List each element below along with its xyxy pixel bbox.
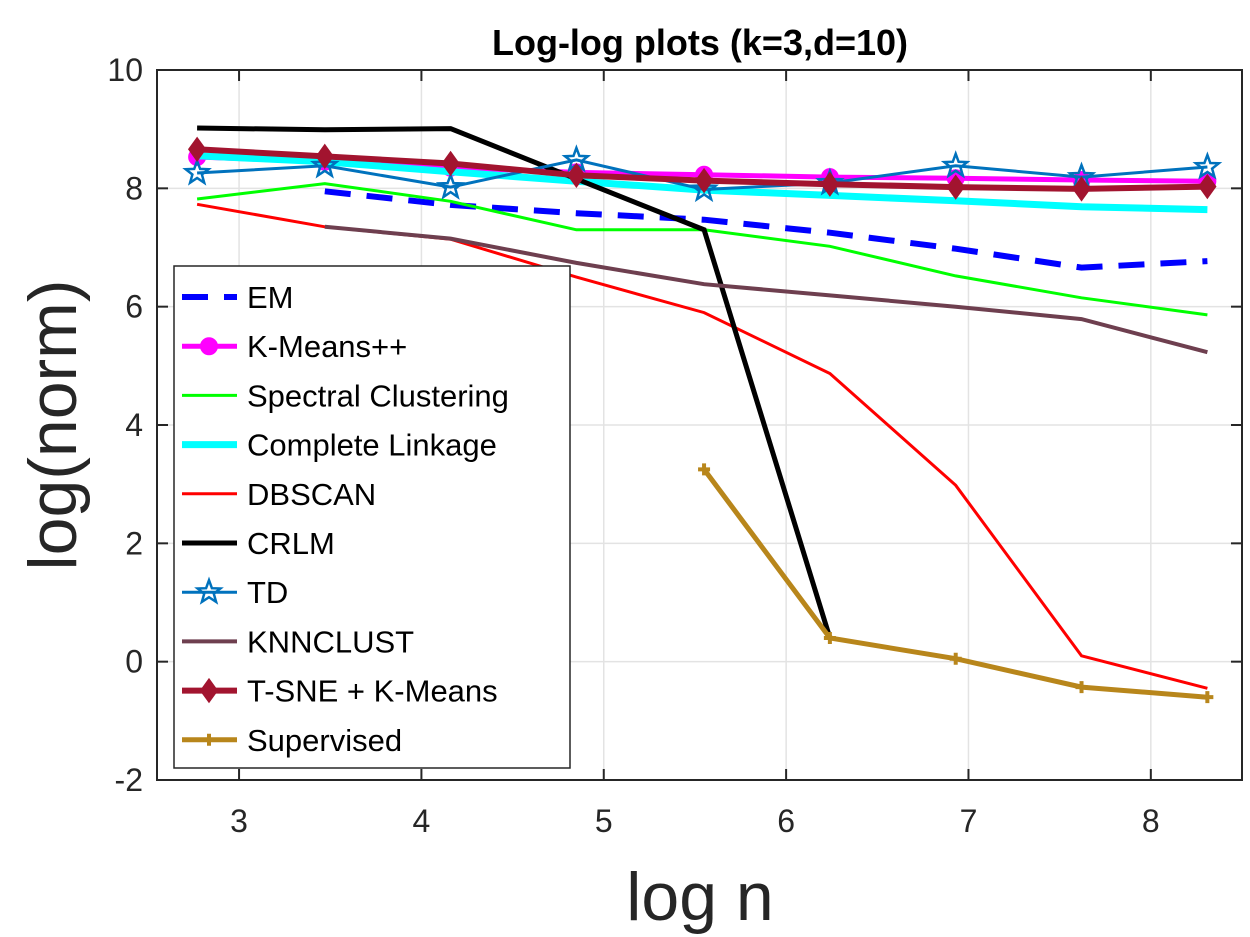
point-t-sne-k-means [694, 167, 714, 194]
series-layer [182, 125, 1223, 704]
point-supervised [823, 632, 836, 644]
point-td [182, 157, 212, 186]
legend-label-supervised: Supervised [247, 723, 402, 758]
point-t-sne-k-means [315, 143, 334, 170]
point-supervised [698, 463, 711, 476]
legend-label-em: EM [247, 280, 294, 315]
y-tick-label: 0 [125, 644, 143, 680]
x-tick-label: 5 [595, 803, 613, 839]
chart-title: Log-log plots (k=3,d=10) [492, 22, 908, 63]
x-tick-label: 3 [230, 803, 248, 839]
point-t-sne-k-means [946, 174, 965, 200]
point-td [940, 150, 971, 179]
legend-label-td: TD [247, 575, 288, 610]
y-axis-label: log(norm) [15, 280, 91, 571]
y-tick-label: 6 [125, 289, 143, 325]
point-supervised [1201, 691, 1214, 704]
legend-label-knnclust: KNNCLUST [247, 624, 414, 659]
ticks: 3 4 5 6 7 8 -2 0 2 4 6 8 10 [107, 52, 1242, 839]
y-tick-label: -2 [115, 762, 143, 798]
series-crlm [197, 125, 833, 639]
x-tick-label: 4 [413, 803, 431, 839]
series-supervised [698, 463, 1214, 704]
point-t-sne-k-means [1072, 176, 1091, 202]
legend-marker-supervised [203, 733, 215, 746]
y-tick-label: 2 [125, 525, 143, 561]
x-tick-label: 7 [960, 803, 978, 839]
point-supervised [949, 652, 962, 665]
legend-label-t-sne-k-means: T-SNE + K-Means [247, 674, 498, 709]
point-t-sne-k-means [1198, 173, 1217, 200]
x-tick-label: 8 [1142, 803, 1160, 839]
x-axis-label: log n [626, 859, 773, 935]
series-knnclust [324, 224, 1208, 355]
legend: EM K-Means++ Spectral Clustering Complete L… [173, 265, 571, 769]
legend-label-spectral-clustering: Spectral Clustering [247, 378, 509, 413]
point-supervised [1075, 681, 1088, 694]
y-tick-label: 8 [125, 170, 143, 206]
legend-label-complete-linkage: Complete Linkage [247, 428, 497, 463]
legend-marker-k-means [200, 337, 218, 356]
point-td [435, 171, 466, 200]
legend-label-k-means: K-Means++ [247, 329, 407, 364]
point-t-sne-k-means [820, 171, 840, 197]
line-knnclust [324, 224, 1208, 355]
point-t-sne-k-means [567, 162, 586, 189]
legend-marker-td [194, 576, 224, 605]
x-tick-label: 6 [777, 803, 795, 839]
line-crlm [197, 125, 833, 639]
point-td [309, 150, 340, 179]
point-td [1192, 151, 1223, 180]
legend-label-dbscan: DBSCAN [247, 477, 376, 512]
point-t-sne-k-means [187, 136, 207, 162]
legend-marker-t-sne-k-means [199, 677, 219, 704]
point-td [689, 173, 719, 203]
legend-box [173, 265, 571, 769]
y-tick-label: 4 [125, 407, 143, 443]
series-t-sne-k-means [187, 136, 1217, 202]
y-tick-label: 10 [107, 52, 143, 88]
legend-label-crlm: CRLM [247, 526, 335, 561]
point-t-sne-k-means [441, 150, 460, 177]
